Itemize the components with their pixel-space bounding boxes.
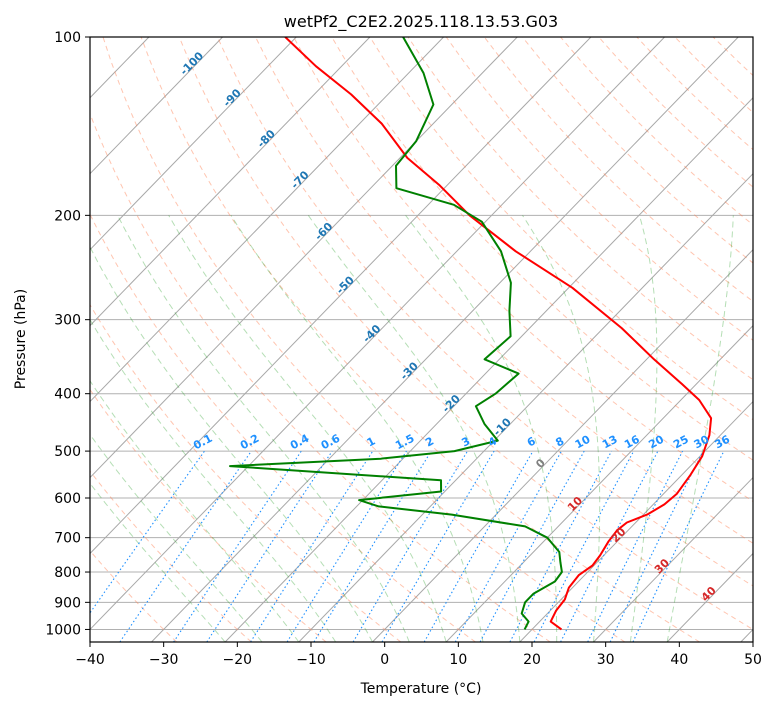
dry-adiabat-line	[90, 303, 402, 642]
y-tick-label: 800	[54, 565, 81, 581]
mixing-ratio-line	[206, 450, 333, 642]
moist-adiabat-line	[666, 215, 734, 642]
x-tick-label: 50	[744, 652, 762, 668]
isotherm-line	[372, 248, 753, 642]
mixing-ratio-line	[560, 450, 659, 642]
dry-adiabat-line	[445, 37, 753, 341]
moist-adiabat-line	[168, 215, 447, 642]
x-tick-label: 20	[523, 652, 541, 668]
y-axis-title: Pressure (hPa)	[13, 289, 29, 389]
plot-frame	[89, 36, 754, 643]
dry-adiabat-line	[90, 112, 551, 642]
moist-adiabat-line	[307, 215, 521, 642]
x-tick-label: 40	[670, 652, 688, 668]
chart-title: wetPf2_C2E2.2025.118.13.53.G03	[284, 12, 558, 32]
mixing-ratio-label: 16	[622, 433, 642, 452]
x-axis-title: Temperature (°C)	[360, 681, 482, 697]
y-tick-label: 900	[54, 595, 81, 611]
background-lines	[90, 37, 753, 642]
sounding-series	[229, 37, 713, 631]
isotherm-line	[519, 400, 753, 642]
dry-adiabat-line	[90, 388, 327, 642]
y-tick-label: 600	[54, 491, 81, 507]
mixing-ratio-line	[454, 450, 562, 642]
y-tick-label: 500	[54, 444, 81, 460]
mixing-ratio-line	[90, 450, 205, 614]
mixing-ratio-label: 13	[600, 433, 620, 452]
x-tick-label: −30	[149, 652, 179, 668]
mixing-ratio-label: 36	[712, 433, 732, 452]
dry-adiabat-line	[255, 37, 753, 544]
dry-adiabat-line	[90, 213, 476, 642]
isotherm-line	[90, 37, 518, 479]
y-tick-label: 300	[54, 313, 81, 329]
mixing-ratio-label: 30	[692, 433, 712, 452]
mixing-ratio-line	[509, 450, 613, 642]
dry-adiabat-line	[331, 37, 753, 461]
isotherm-line	[90, 37, 297, 251]
mixing-ratio-line	[250, 450, 374, 642]
dewpoint-profile-line	[229, 37, 563, 630]
y-tick-label: 400	[54, 387, 81, 403]
x-tick-label: −20	[223, 652, 253, 668]
isotherm-line	[90, 37, 371, 327]
moist-adiabat-line	[230, 215, 484, 642]
isotherm-line	[593, 476, 753, 642]
isotherm-line	[90, 37, 223, 175]
axes: −40 −30 −20 −10 0 10 20 30 40 50 100 200 300 400 500 60…	[45, 30, 762, 668]
moist-adiabat-line	[405, 215, 558, 642]
temperature-profile-line	[284, 37, 713, 631]
moist-adiabat-line	[629, 215, 658, 642]
moist-adiabat-line	[90, 246, 373, 642]
moist-adiabat-line	[117, 215, 410, 642]
dry-adiabat-line	[483, 37, 753, 302]
x-tick-label: 0	[380, 652, 389, 668]
x-tick-label: −40	[75, 652, 105, 668]
x-tick-label: 10	[449, 652, 467, 668]
dry-adiabat-line	[293, 37, 753, 502]
isotherm-line	[90, 37, 444, 403]
dry-adiabat-line	[369, 37, 753, 421]
isotherm-line	[445, 324, 753, 642]
dry-adiabat-line	[140, 37, 700, 642]
isotherm-line	[151, 37, 739, 642]
plot-grid	[90, 37, 753, 642]
dry-adiabat-line	[178, 37, 753, 630]
moist-adiabat-line	[90, 379, 300, 642]
mixing-ratio-label: 20	[646, 433, 666, 452]
mixing-ratio-line	[173, 450, 302, 642]
isotherm-line	[90, 37, 592, 555]
moist-adiabat-line	[522, 215, 601, 642]
x-tick-label: −10	[296, 652, 326, 668]
isotherm-line	[224, 97, 753, 642]
y-tick-label: 1000	[45, 622, 81, 638]
isotherm-line	[298, 173, 753, 642]
y-tick-label: 700	[54, 531, 81, 547]
dry-adiabat-line	[216, 37, 753, 587]
mixing-ratio-label: 10	[573, 433, 593, 452]
x-tick-label: 30	[597, 652, 615, 668]
y-tick-label: 200	[54, 208, 81, 224]
y-tick-label: 100	[54, 30, 81, 46]
dry-adiabat-line	[102, 37, 626, 642]
moist-adiabat-line	[90, 318, 337, 642]
mixing-ratio-label: 25	[671, 433, 691, 452]
isotherm-line	[90, 37, 665, 631]
moist-adiabat-line	[90, 433, 263, 642]
mixing-ratio-line	[587, 450, 684, 642]
mixing-ratio-line	[119, 450, 252, 642]
mixing-ratio-line	[479, 450, 585, 642]
